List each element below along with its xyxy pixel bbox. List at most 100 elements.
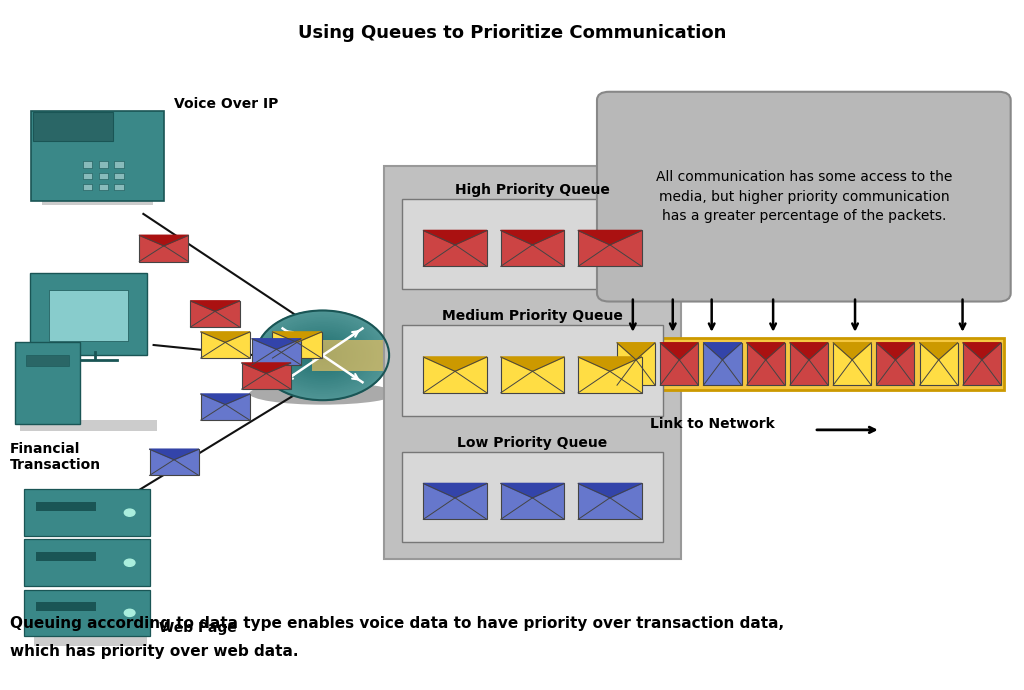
Polygon shape	[272, 332, 322, 342]
Circle shape	[296, 337, 349, 373]
Circle shape	[317, 352, 328, 359]
FancyBboxPatch shape	[423, 484, 486, 520]
FancyBboxPatch shape	[242, 363, 291, 389]
FancyBboxPatch shape	[37, 502, 96, 511]
Polygon shape	[501, 484, 564, 497]
Polygon shape	[501, 357, 564, 371]
Polygon shape	[660, 343, 698, 359]
FancyBboxPatch shape	[312, 340, 394, 371]
Text: High Priority Queue: High Priority Queue	[455, 183, 610, 197]
FancyBboxPatch shape	[746, 343, 784, 385]
FancyBboxPatch shape	[34, 634, 147, 647]
FancyBboxPatch shape	[402, 325, 663, 416]
FancyBboxPatch shape	[402, 452, 663, 542]
FancyBboxPatch shape	[83, 161, 92, 168]
FancyBboxPatch shape	[579, 357, 642, 393]
Polygon shape	[501, 230, 564, 245]
Text: Voice Over IP: Voice Over IP	[174, 97, 279, 110]
Circle shape	[309, 346, 336, 364]
Text: Using Queues to Prioritize Communication: Using Queues to Prioritize Communication	[298, 24, 726, 42]
Text: Link to Network: Link to Network	[650, 417, 775, 431]
FancyBboxPatch shape	[834, 343, 871, 385]
Polygon shape	[252, 339, 301, 349]
Polygon shape	[834, 343, 871, 359]
FancyBboxPatch shape	[579, 484, 642, 520]
Circle shape	[124, 559, 135, 566]
Circle shape	[286, 331, 359, 380]
FancyBboxPatch shape	[423, 357, 486, 393]
Circle shape	[288, 332, 357, 379]
Polygon shape	[190, 301, 240, 311]
Polygon shape	[242, 363, 291, 373]
Ellipse shape	[250, 382, 395, 404]
FancyBboxPatch shape	[115, 161, 124, 168]
FancyBboxPatch shape	[37, 552, 96, 561]
FancyBboxPatch shape	[920, 343, 957, 385]
Polygon shape	[423, 357, 486, 371]
Circle shape	[314, 350, 331, 361]
Circle shape	[264, 316, 381, 395]
FancyBboxPatch shape	[790, 343, 828, 385]
FancyBboxPatch shape	[384, 166, 681, 559]
Circle shape	[283, 328, 362, 382]
FancyBboxPatch shape	[614, 338, 1004, 390]
Circle shape	[280, 326, 366, 384]
FancyBboxPatch shape	[597, 92, 1011, 302]
FancyBboxPatch shape	[20, 420, 157, 431]
FancyBboxPatch shape	[139, 235, 188, 262]
Polygon shape	[139, 235, 188, 246]
FancyBboxPatch shape	[201, 332, 250, 358]
Polygon shape	[920, 343, 957, 359]
Polygon shape	[423, 230, 486, 245]
FancyBboxPatch shape	[31, 111, 164, 201]
FancyBboxPatch shape	[150, 449, 199, 475]
Polygon shape	[963, 343, 1000, 359]
Circle shape	[256, 310, 389, 400]
Circle shape	[301, 341, 344, 370]
Text: which has priority over web data.: which has priority over web data.	[10, 644, 299, 659]
FancyBboxPatch shape	[617, 343, 655, 385]
Circle shape	[278, 325, 368, 386]
FancyBboxPatch shape	[579, 230, 642, 266]
FancyBboxPatch shape	[115, 172, 124, 179]
FancyBboxPatch shape	[37, 602, 96, 611]
FancyBboxPatch shape	[272, 332, 322, 358]
FancyBboxPatch shape	[42, 194, 153, 205]
FancyBboxPatch shape	[25, 589, 151, 636]
Circle shape	[269, 319, 376, 391]
Polygon shape	[150, 449, 199, 460]
FancyBboxPatch shape	[25, 489, 151, 536]
Text: Low Priority Queue: Low Priority Queue	[458, 436, 607, 450]
Circle shape	[272, 322, 373, 389]
FancyBboxPatch shape	[25, 540, 151, 586]
Text: Financial
Transaction: Financial Transaction	[10, 442, 101, 472]
FancyBboxPatch shape	[703, 343, 741, 385]
Polygon shape	[877, 343, 914, 359]
FancyBboxPatch shape	[27, 355, 70, 366]
Polygon shape	[579, 484, 642, 497]
Polygon shape	[746, 343, 784, 359]
Polygon shape	[579, 357, 642, 371]
FancyBboxPatch shape	[49, 290, 128, 341]
FancyBboxPatch shape	[83, 172, 92, 179]
FancyBboxPatch shape	[30, 273, 147, 355]
Polygon shape	[201, 332, 250, 342]
FancyBboxPatch shape	[501, 357, 564, 393]
FancyBboxPatch shape	[201, 394, 250, 420]
Circle shape	[291, 334, 354, 377]
FancyBboxPatch shape	[98, 172, 109, 179]
Circle shape	[266, 317, 379, 393]
Text: Queuing according to data type enables voice data to have priority over transact: Queuing according to data type enables v…	[10, 616, 784, 631]
FancyBboxPatch shape	[33, 112, 113, 141]
FancyBboxPatch shape	[963, 343, 1000, 385]
FancyBboxPatch shape	[660, 343, 698, 385]
Circle shape	[306, 344, 339, 366]
Polygon shape	[703, 343, 741, 359]
Text: All communication has some access to the
media, but higher priority communicatio: All communication has some access to the…	[655, 170, 952, 223]
FancyBboxPatch shape	[98, 184, 109, 190]
Circle shape	[124, 609, 135, 616]
Text: Medium Priority Queue: Medium Priority Queue	[442, 309, 623, 324]
Polygon shape	[790, 343, 828, 359]
Circle shape	[274, 323, 371, 388]
Polygon shape	[201, 394, 250, 404]
